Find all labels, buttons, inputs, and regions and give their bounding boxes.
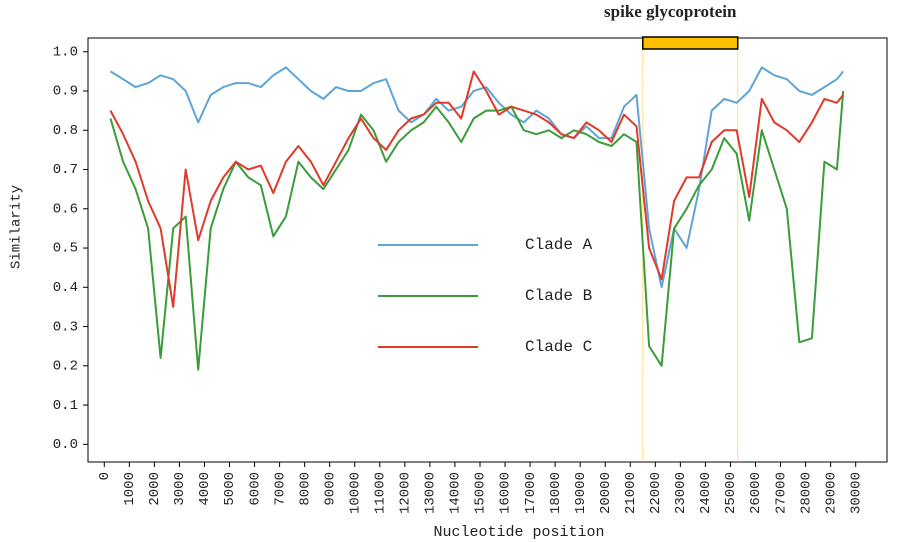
x-tick-label: 16000: [498, 472, 514, 514]
x-tick-label: 20000: [598, 472, 614, 514]
x-tick-label: 10000: [347, 472, 363, 514]
y-tick-label: 0.8: [53, 123, 78, 139]
region-bar: [642, 36, 739, 50]
x-tick-label: 5000: [222, 472, 238, 506]
x-tick-label: 7000: [272, 472, 288, 506]
x-tick-label: 17000: [523, 472, 539, 514]
y-tick-label: 1.0: [53, 44, 78, 60]
x-tick-label: 28000: [798, 472, 814, 514]
x-tick-label: 3000: [172, 472, 188, 506]
legend-label: Clade A: [525, 236, 593, 254]
x-tick-label: 25000: [723, 472, 739, 514]
y-tick-label: 0.1: [53, 398, 78, 414]
x-tick-label: 26000: [748, 472, 764, 514]
series-line: [109, 66, 844, 289]
x-tick-label: 8000: [297, 472, 313, 506]
y-tick-label: 0.4: [53, 280, 78, 296]
y-tick-label: 0.2: [53, 359, 78, 375]
series-line: [109, 70, 844, 308]
legend-label: Clade B: [525, 287, 592, 305]
x-tick-label: 19000: [573, 472, 589, 514]
series-line: [109, 90, 845, 371]
x-tick-label: 6000: [247, 472, 263, 506]
x-tick-label: 27000: [773, 472, 789, 514]
x-tick-label: 9000: [322, 472, 338, 506]
x-axis-label: Nucleotide position: [433, 524, 604, 541]
x-tick-label: 11000: [373, 472, 389, 514]
region-label: spike glycoprotein: [604, 2, 737, 21]
x-tick-label: 15000: [473, 472, 489, 514]
x-tick-label: 18000: [548, 472, 564, 514]
x-tick-label: 12000: [398, 472, 414, 514]
x-tick-label: 24000: [698, 472, 714, 514]
x-tick-label: 29000: [823, 472, 839, 514]
y-tick-label: 0.9: [53, 84, 78, 100]
legend-label: Clade C: [525, 338, 592, 356]
x-tick-label: 21000: [623, 472, 639, 514]
x-tick-label: 13000: [423, 472, 439, 514]
y-tick-label: 0.0: [53, 437, 78, 453]
y-tick-label: 0.3: [53, 319, 78, 335]
x-tick-label: 30000: [848, 472, 864, 514]
y-tick-label: 0.6: [53, 201, 78, 217]
x-tick-label: 23000: [673, 472, 689, 514]
x-tick-label: 0: [97, 472, 113, 480]
x-tick-label: 14000: [448, 472, 464, 514]
x-tick-label: 4000: [197, 472, 213, 506]
x-tick-label: 2000: [147, 472, 163, 506]
x-tick-label: 1000: [122, 472, 138, 506]
plot-frame: [87, 37, 888, 463]
x-tick-label: 22000: [648, 472, 664, 514]
y-axis-label: Similarity: [9, 185, 25, 269]
y-tick-label: 0.5: [53, 241, 78, 257]
y-tick-label: 0.7: [53, 162, 78, 178]
